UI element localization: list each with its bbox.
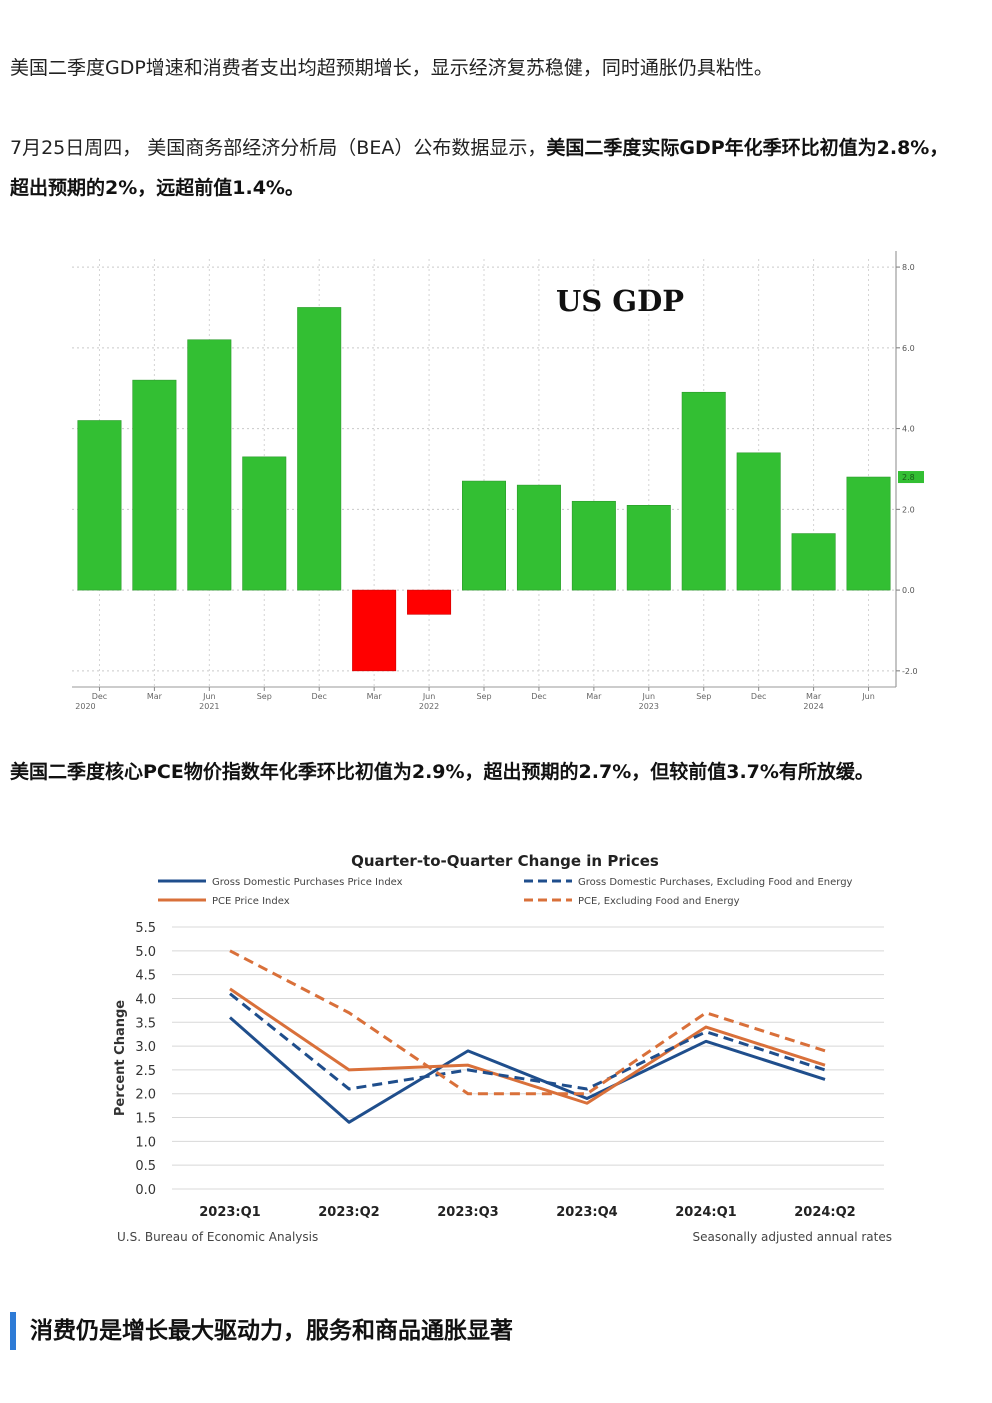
price-ytick-label: 4.5: [135, 969, 156, 984]
legend-label: PCE, Excluding Food and Energy: [578, 896, 740, 907]
gdp-bar: [407, 589, 452, 615]
gdp-latest-label: 2.8: [902, 473, 915, 482]
legend-label: Gross Domestic Purchases, Excluding Food…: [578, 877, 853, 888]
price-ytick-label: 5.0: [135, 945, 156, 960]
price-xtick-label: 2024:Q1: [675, 1205, 736, 1220]
price-ytick-label: 4.0: [135, 992, 156, 1007]
gdp-bar: [516, 484, 561, 591]
gdp-xtick-month: Jun: [202, 692, 216, 701]
gdp-xtick-month: Jun: [642, 692, 656, 701]
gdp-ytick-label: 8.0: [902, 263, 915, 272]
gdp-xtick-year: 2024: [803, 702, 823, 711]
section-heading: 消费仍是增长最大驱动力，服务和商品通胀显著: [10, 1312, 513, 1350]
gdp-ytick-label: 0.0: [902, 586, 915, 595]
price-ytick-label: 1.0: [135, 1135, 156, 1150]
gdp-bar: [846, 476, 891, 591]
gdp-xtick-year: 2020: [75, 702, 95, 711]
gdp-xtick-month: Mar: [806, 692, 822, 701]
gdp-xtick-month: Mar: [367, 692, 383, 701]
gdp-bar: [681, 391, 726, 591]
price-xtick-label: 2023:Q4: [556, 1205, 617, 1220]
price-ytick-label: 5.5: [135, 921, 156, 936]
gdp-xtick-month: Mar: [586, 692, 602, 701]
gdp-bar: [736, 452, 781, 591]
price-change-line-chart: Quarter-to-Quarter Change in Prices Gross…: [113, 852, 892, 1244]
gdp-bar: [791, 533, 836, 591]
price-ytick-label: 2.5: [135, 1064, 156, 1079]
gdp-xtick-month: Jun: [422, 692, 436, 701]
price-xtick-label: 2023:Q3: [437, 1205, 498, 1220]
gdp-xtick-month: Dec: [531, 692, 546, 701]
gdp-bar: [132, 379, 177, 591]
gdp-paragraph: 7月25日周四， 美国商务部经济分析局（BEA）公布数据显示，美国二季度实际GD…: [10, 128, 950, 208]
gdp-bar: [352, 589, 397, 672]
gdp-paragraph-lead: 7月25日周四， 美国商务部经济分析局（BEA）公布数据显示，: [10, 137, 547, 159]
gdp-xtick-month: Sep: [257, 692, 272, 701]
gdp-chart-title: US GDP: [556, 284, 684, 318]
gdp-paragraph-bold: 美国二季度实际GDP年化季环比初值为2.8%，超出预期的2%，远超前值1.4%。: [10, 137, 949, 199]
price-chart-title: Quarter-to-Quarter Change in Prices: [351, 852, 659, 870]
price-series-line: [229, 1016, 826, 1124]
gdp-bar: [571, 500, 616, 591]
gdp-xtick-month: Mar: [147, 692, 163, 701]
price-ytick-label: 0.5: [135, 1159, 156, 1174]
pce-paragraph: 美国二季度核心PCE物价指数年化季环比初值为2.9%，超出预期的2.7%，但较前…: [10, 761, 874, 783]
gdp-bar: [297, 307, 342, 591]
price-xtick-label: 2024:Q2: [794, 1205, 855, 1220]
gdp-bar: [242, 456, 287, 591]
gdp-bar: [187, 339, 232, 591]
gdp-xtick-month: Dec: [311, 692, 326, 701]
gdp-latest-badge: [898, 471, 924, 484]
price-series-line: [229, 992, 826, 1091]
gdp-xtick-year: 2022: [419, 702, 439, 711]
gdp-ytick-label: 6.0: [902, 344, 915, 353]
price-series-line: [229, 987, 826, 1105]
price-ytick-label: 0.0: [135, 1183, 156, 1198]
price-ytick-label: 2.0: [135, 1088, 156, 1103]
intro-paragraph: 美国二季度GDP增速和消费者支出均超预期增长，显示经济复苏稳健，同时通胀仍具粘性…: [10, 57, 773, 79]
legend-label: PCE Price Index: [212, 896, 290, 907]
gdp-xtick-month: Dec: [92, 692, 107, 701]
gdp-ytick-label: 2.0: [902, 505, 915, 514]
price-series-line: [229, 949, 826, 1096]
gdp-xtick-year: 2023: [639, 702, 659, 711]
gdp-xtick-month: Dec: [751, 692, 766, 701]
gdp-bar: [77, 420, 122, 591]
gdp-bar: [462, 480, 506, 591]
gdp-ytick-label: 4.0: [902, 425, 915, 434]
price-y-axis-label: Percent Change: [113, 1000, 128, 1116]
price-xtick-label: 2023:Q2: [318, 1205, 379, 1220]
price-ytick-label: 3.0: [135, 1040, 156, 1055]
gdp-bar: [626, 505, 671, 591]
price-ytick-label: 1.5: [135, 1112, 156, 1127]
gdp-xtick-year: 2021: [199, 702, 219, 711]
gdp-xtick-month: Jun: [861, 692, 875, 701]
price-chart-note: Seasonally adjusted annual rates: [693, 1230, 892, 1244]
gdp-ytick-label: -2.0: [902, 667, 918, 676]
price-ytick-label: 3.5: [135, 1016, 156, 1031]
price-chart-source: U.S. Bureau of Economic Analysis: [117, 1230, 318, 1244]
gdp-xtick-month: Sep: [696, 692, 711, 701]
price-xtick-label: 2023:Q1: [199, 1205, 260, 1220]
gdp-xtick-month: Sep: [476, 692, 491, 701]
legend-label: Gross Domestic Purchases Price Index: [212, 877, 403, 888]
